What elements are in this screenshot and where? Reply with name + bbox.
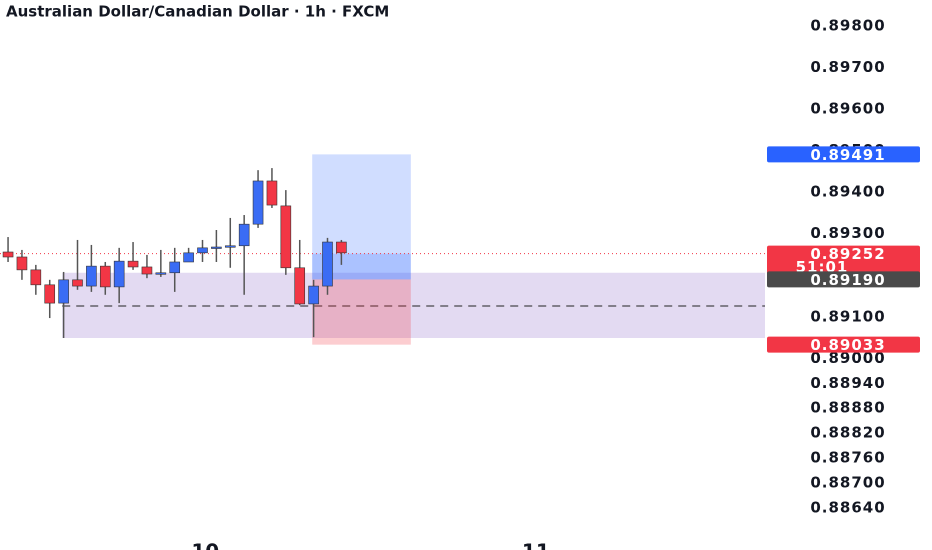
candle-body (224, 245, 236, 248)
y-tick-label: 0.88640 (810, 498, 885, 516)
price-tag-label: 0.89491 (810, 146, 885, 164)
candle-body (294, 267, 306, 305)
candle-body (30, 269, 42, 286)
x-tick-label: 10 (191, 540, 219, 550)
candle-body (238, 223, 250, 247)
y-tick-label: 0.89700 (810, 58, 885, 76)
candle-body (322, 241, 333, 287)
price-tag-label: 0.89033 (810, 336, 885, 354)
price-tag (767, 271, 920, 288)
stop-zone (312, 279, 411, 345)
chart-title: Australian Dollar/Canadian Dollar · 1h ·… (6, 3, 389, 21)
candle-body (252, 180, 264, 225)
candle-body (141, 266, 153, 275)
y-tick-label: 0.89100 (810, 307, 885, 325)
candle-body (2, 251, 14, 258)
candle-body (99, 265, 111, 288)
candle-body (266, 180, 278, 206)
y-tick-label: 0.89600 (810, 100, 885, 118)
candle-body (336, 241, 347, 254)
price-tag (767, 146, 920, 163)
y-tick-label: 0.89000 (810, 349, 885, 367)
price-tag (767, 336, 920, 353)
y-tick-label: 0.88760 (810, 449, 885, 467)
x-tick-label: 11 (522, 540, 550, 550)
candle-body (197, 247, 208, 254)
candle-body (44, 284, 56, 304)
candle-body (127, 260, 139, 268)
candle-body (211, 246, 222, 249)
y-tick-label: 0.88820 (810, 424, 885, 442)
y-tick-label: 0.89400 (810, 183, 885, 201)
candle-body (169, 261, 181, 274)
candle-body (308, 285, 319, 305)
price-tag (767, 245, 920, 275)
candle-body (72, 279, 83, 287)
price-tag-label: 0.89252 (810, 245, 885, 263)
price-tag-label: 0.89190 (810, 271, 885, 289)
candle-body (183, 252, 194, 263)
candle-body (16, 256, 28, 271)
candle-body (86, 265, 97, 287)
candle-body (280, 205, 292, 269)
candle-body (58, 279, 69, 304)
y-tick-label: 0.89300 (810, 224, 885, 242)
candle-body (155, 272, 167, 275)
y-tick-label: 0.88880 (810, 399, 885, 417)
y-tick-label: 0.89800 (810, 17, 885, 35)
range-box (62, 272, 765, 339)
candle-body (113, 260, 125, 288)
y-tick-label: 0.88940 (810, 374, 885, 392)
y-tick-label: 0.88700 (810, 473, 885, 491)
